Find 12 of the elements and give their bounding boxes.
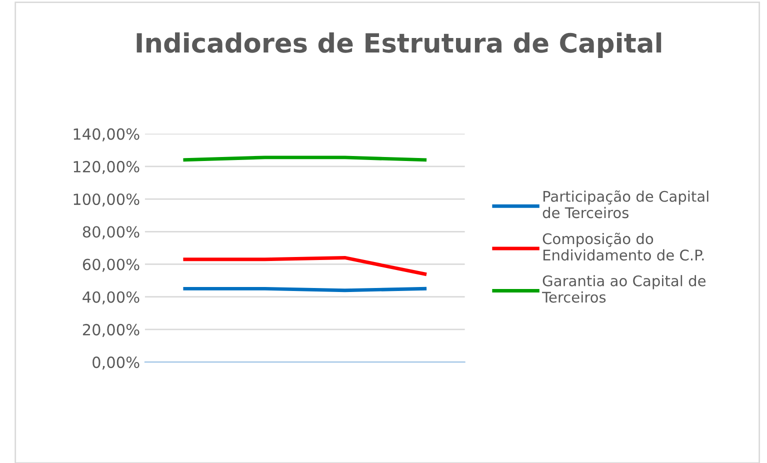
y-tick-label: 20,00% (82, 324, 140, 338)
y-tick-label: 0,00% (92, 356, 140, 370)
legend-label: Garantia ao Capital de Terceiros (542, 275, 706, 303)
y-tick-label: 140,00% (74, 128, 140, 142)
y-tick-label: 60,00% (82, 258, 140, 272)
y-tick-label: 40,00% (82, 291, 140, 304)
y-tick-label: 120,00% (74, 160, 140, 174)
y-tick-label: 80,00% (82, 226, 140, 240)
chart-title: Indicadores de Estrutura de Capital (136, 32, 662, 58)
legend-label: Composição do Endividamento de C.P. (542, 232, 704, 261)
y-tick-label: 100,00% (74, 193, 140, 207)
legend-label: Participação de Capital de Terceiros (542, 190, 708, 218)
